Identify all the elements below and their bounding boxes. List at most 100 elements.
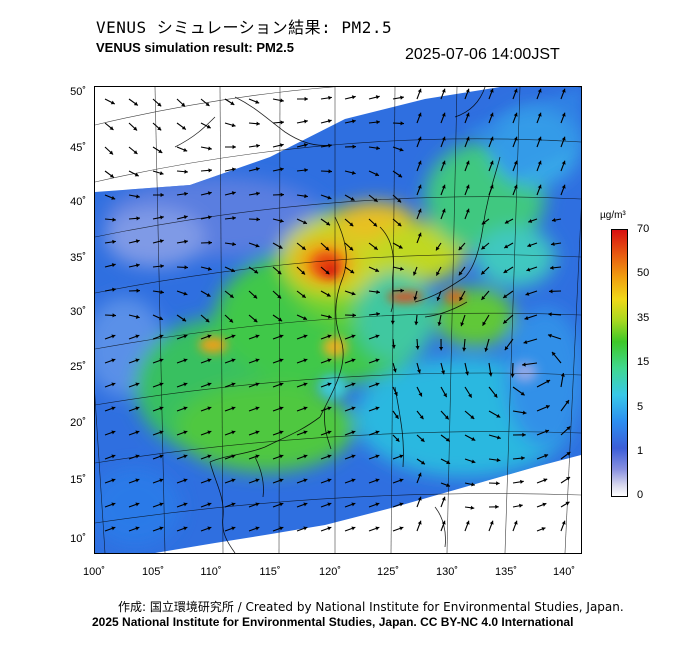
wind-arrow-head xyxy=(458,271,463,276)
wind-arrow-head xyxy=(207,334,212,339)
wind-arrow-head xyxy=(279,358,284,363)
wind-arrow-head xyxy=(468,393,472,398)
wind-arrow-head xyxy=(400,95,404,100)
wind-arrow-head xyxy=(207,358,212,363)
wind-arrow-head xyxy=(437,322,442,326)
wind-arrow-head xyxy=(328,95,332,100)
colorbar-unit: µg/m³ xyxy=(600,210,626,221)
wind-arrow-head xyxy=(518,503,523,508)
wind-arrow-head xyxy=(417,472,422,477)
wind-arrow-head xyxy=(441,88,446,93)
wind-arrow-head xyxy=(303,430,308,435)
wind-arrow-head xyxy=(349,222,354,227)
lat-label-40: 40˚ xyxy=(70,196,86,208)
wind-arrow-head xyxy=(112,217,116,222)
wind-arrow-head xyxy=(439,346,444,351)
wind-arrow-head xyxy=(135,239,140,244)
wind-arrow-head xyxy=(303,382,308,387)
wind-arrow-head xyxy=(399,478,404,483)
wind-arrow-head xyxy=(352,144,356,149)
wind-arrow-head xyxy=(394,414,399,419)
wind-arrow-head xyxy=(207,478,212,483)
lon-label-100: 100˚ xyxy=(82,566,106,578)
wind-arrow-head xyxy=(561,184,566,189)
wind-arrow-head xyxy=(110,100,115,105)
wind-arrow-head xyxy=(375,478,380,483)
credit-line: 作成: 国立環境研究所 / Created by National Instit… xyxy=(118,600,624,614)
wind-arrow-head xyxy=(304,96,308,102)
wind-arrow-head xyxy=(207,191,212,196)
wind-arrow-head xyxy=(111,334,116,339)
wind-arrow-head xyxy=(135,358,140,363)
wind-arrow-head xyxy=(279,382,284,387)
wind-arrow-head xyxy=(561,160,566,165)
title-japanese: VENUS シミュレーション結果: PM2.5 xyxy=(96,18,393,37)
wind-arrow-head xyxy=(504,244,509,249)
wind-arrow-head xyxy=(277,270,282,275)
wind-arrow-head xyxy=(157,102,162,107)
wind-arrow-head xyxy=(399,502,404,507)
wind-arrow-head xyxy=(253,294,258,299)
colorbar-tick-1: 1 xyxy=(637,445,644,457)
wind-arrow-head xyxy=(207,430,212,435)
wind-arrow-head xyxy=(375,502,380,507)
wind-arrow-head xyxy=(255,99,260,104)
wind-arrow-head xyxy=(232,216,236,221)
lon-label-105: 105˚ xyxy=(141,566,165,578)
wind-arrow-head xyxy=(350,197,355,201)
wind-arrow-head xyxy=(513,160,518,165)
wind-arrow-head xyxy=(279,430,284,435)
wind-arrow-head xyxy=(135,454,140,459)
wind-arrow-head xyxy=(504,219,509,224)
wind-arrow-head xyxy=(547,333,552,338)
wind-arrow-head xyxy=(561,88,566,93)
lat-label-35: 35˚ xyxy=(70,252,86,264)
wind-arrow-head xyxy=(207,406,212,411)
wind-arrow-head xyxy=(232,167,236,172)
wind-arrow-head xyxy=(279,502,284,507)
wind-arrow-head xyxy=(231,191,236,196)
wind-arrow-head xyxy=(160,290,164,295)
wind-arrow-head xyxy=(522,362,526,367)
wind-vectors xyxy=(104,88,571,532)
wind-arrow-head xyxy=(393,391,398,396)
wind-arrow-head xyxy=(111,195,116,200)
wind-arrow-head xyxy=(496,413,501,418)
forecast-timestamp: 2025-07-06 14:00JST xyxy=(405,46,560,63)
wind-arrow-head xyxy=(159,526,164,531)
wind-arrow-head xyxy=(496,435,501,440)
lat-label-25: 25˚ xyxy=(70,361,86,373)
wind-arrow-head xyxy=(537,160,542,165)
wind-arrow-head xyxy=(135,314,140,319)
wind-arrow-head xyxy=(109,150,114,155)
wind-arrow-head xyxy=(413,271,417,276)
wind-arrow-head xyxy=(304,119,308,124)
lon-label-110: 110˚ xyxy=(200,566,222,578)
wind-arrow-head xyxy=(351,358,356,363)
wind-arrow-head xyxy=(481,245,486,250)
wind-arrow-head xyxy=(465,88,470,93)
wind-arrow-head xyxy=(413,296,418,301)
wind-arrow-head xyxy=(465,371,470,376)
wind-arrow-head xyxy=(327,454,332,459)
wind-arrow-head xyxy=(441,160,446,165)
wind-arrow-head xyxy=(231,123,236,128)
wind-arrow-head xyxy=(488,372,493,377)
wind-arrow-head xyxy=(398,244,403,249)
wind-arrow-head xyxy=(542,502,547,507)
wind-arrow-head xyxy=(441,370,446,375)
wind-arrow-head xyxy=(446,483,450,488)
wind-arrow-head xyxy=(279,406,284,411)
wind-arrow-head xyxy=(255,502,260,507)
wind-arrow-head xyxy=(520,391,525,396)
wind-arrow-head xyxy=(231,334,236,339)
wind-arrow-head xyxy=(351,430,356,435)
wind-arrow-head xyxy=(351,334,356,339)
wind-arrow-head xyxy=(551,218,556,223)
pm25-map[interactable] xyxy=(94,86,582,554)
wind-arrow-head xyxy=(417,160,422,165)
wind-arrow-head xyxy=(159,239,164,244)
wind-arrow-head xyxy=(417,208,422,213)
wind-arrow-head xyxy=(526,267,531,272)
wind-arrow-head xyxy=(160,192,164,198)
